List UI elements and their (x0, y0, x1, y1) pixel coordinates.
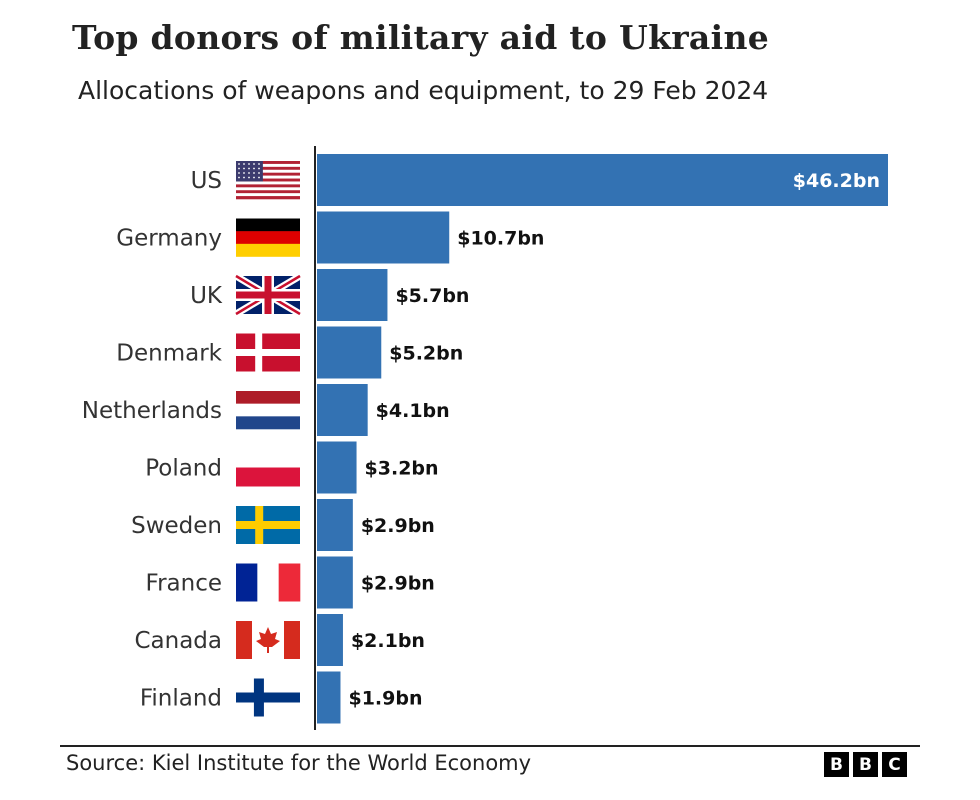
bbc-logo-letter: B (824, 752, 849, 777)
bar-value-label: $2.9bn (361, 515, 435, 537)
bar-value-label: $1.9bn (348, 688, 422, 710)
bar (317, 671, 341, 724)
bar (317, 614, 343, 666)
germany-flag-icon (236, 218, 300, 257)
bar (317, 154, 888, 206)
france-flag-icon (236, 563, 301, 602)
chart-subtitle: Allocations of weapons and equipment, to… (78, 76, 769, 105)
netherlands-flag-icon (236, 391, 300, 430)
category-label: Finland (140, 686, 222, 712)
category-label: France (146, 571, 222, 597)
bbc-logo: B B C (824, 752, 907, 777)
bbc-logo-letter: C (882, 752, 907, 777)
poland-flag-icon (236, 448, 300, 487)
chart-title: Top donors of military aid to Ukraine (72, 18, 770, 57)
bar-value-label: $46.2bn (793, 170, 880, 192)
category-label: Poland (145, 456, 222, 482)
bar-value-label: $10.7bn (457, 228, 544, 250)
bar (317, 326, 382, 379)
category-label: US (191, 168, 222, 194)
finland-flag-icon (236, 678, 300, 717)
bar (317, 499, 353, 551)
bar (317, 556, 353, 609)
canada-flag-icon (236, 621, 300, 659)
sweden-flag-icon (236, 506, 300, 544)
bar-value-label: $2.9bn (361, 573, 435, 595)
bar-value-label: $4.1bn (376, 400, 450, 422)
source-note: Source: Kiel Institute for the World Eco… (66, 751, 532, 775)
denmark-flag-icon (236, 333, 300, 372)
category-label: Germany (116, 226, 222, 252)
us-flag-icon (236, 161, 300, 200)
category-label: Denmark (116, 341, 222, 367)
bar-value-label: $3.2bn (365, 458, 439, 480)
bar (317, 269, 388, 321)
bar-value-label: $5.2bn (389, 343, 463, 365)
bar-value-label: $5.7bn (395, 285, 469, 307)
footer-divider (60, 745, 920, 747)
bar-value-label: $2.1bn (351, 630, 425, 652)
bar (317, 211, 450, 264)
category-label: Netherlands (82, 398, 222, 424)
bar-chart: US $46.2bn Germany $10.7bn UK $5.7bn Denmark $5… (82, 146, 888, 730)
uk-flag-icon (234, 272, 302, 318)
category-label: Sweden (131, 513, 222, 539)
category-label: Canada (134, 628, 222, 654)
bar (317, 384, 368, 436)
bbc-logo-letter: B (853, 752, 878, 777)
category-label: UK (190, 283, 223, 309)
bar (317, 441, 357, 494)
